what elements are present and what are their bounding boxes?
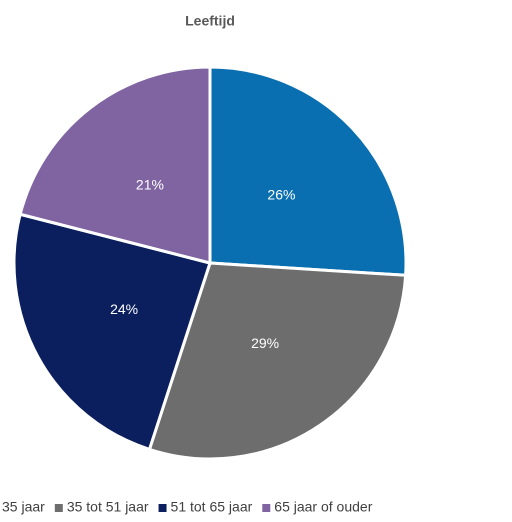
data-label: 24%: [110, 301, 138, 317]
legend-swatch: [158, 504, 167, 512]
pie-slice: [18, 65, 212, 265]
pie-slice: [208, 65, 408, 277]
chart-title: Leeftijd: [185, 13, 235, 29]
data-label: 29%: [251, 335, 279, 351]
data-label: 26%: [267, 187, 295, 203]
legend-label: 35 tot 51 jaar: [67, 499, 149, 515]
legend-label: 65 jaar of ouder: [274, 499, 372, 515]
legend-swatch: [54, 504, 63, 512]
legend-label: 35 jaar: [2, 499, 45, 515]
legend-swatch: [262, 504, 271, 512]
legend-label: 51 tot 65 jaar: [171, 499, 253, 515]
data-label: 21%: [136, 176, 164, 192]
pie-slice: [147, 261, 408, 461]
pie-slice: [12, 212, 212, 452]
